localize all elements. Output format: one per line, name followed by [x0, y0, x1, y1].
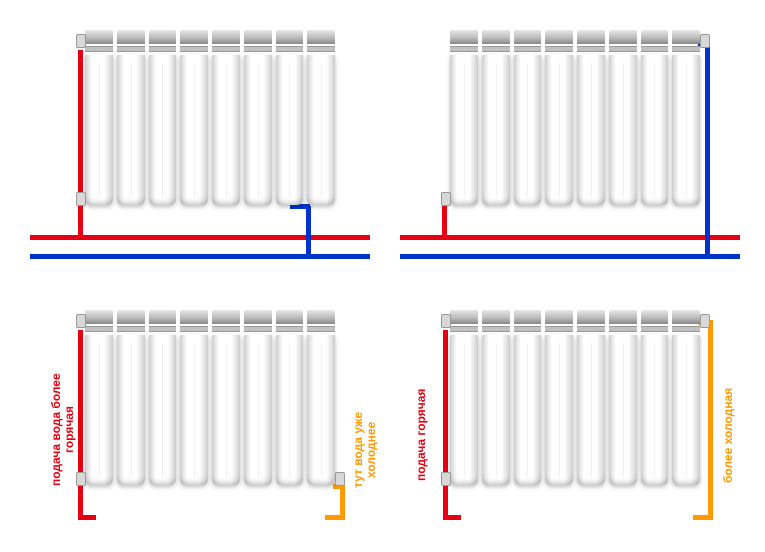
radiator-section: [641, 55, 669, 205]
pipe-warm: [693, 515, 713, 520]
valve: [441, 472, 451, 486]
label: подача вода болеегорячая: [50, 340, 76, 520]
pipe-hot: [400, 235, 740, 240]
pipe-warm: [340, 487, 345, 517]
pipe-hot: [442, 206, 447, 236]
pipe-hot: [443, 515, 461, 520]
pipe-cold: [400, 254, 740, 259]
radiator-section: [672, 55, 700, 205]
valve: [441, 192, 451, 206]
radiator-section: [672, 335, 700, 485]
radiator-section: [149, 335, 177, 485]
pipe-cold: [705, 45, 710, 255]
radiator-section: [244, 55, 272, 205]
radiator-section: [85, 335, 113, 485]
valve: [441, 314, 451, 328]
radiator-section: [641, 335, 669, 485]
radiator-section: [545, 335, 573, 485]
valve: [700, 34, 710, 48]
pipe-hot: [443, 330, 448, 518]
pipe-hot: [30, 235, 370, 240]
radiator-section: [212, 335, 240, 485]
radiator: [85, 30, 335, 205]
radiator: [450, 30, 700, 205]
panel-tr: [400, 20, 740, 265]
radiator-section: [276, 55, 304, 205]
valve: [76, 314, 86, 328]
radiator-section: [307, 335, 335, 485]
valve: [76, 192, 86, 206]
pipe-hot: [78, 330, 83, 518]
label: подача горячая: [415, 355, 428, 515]
radiator-section: [85, 55, 113, 205]
radiator-section: [180, 335, 208, 485]
radiator-section: [450, 55, 478, 205]
radiator-section: [577, 335, 605, 485]
radiator: [85, 310, 335, 485]
pipe-cold: [30, 254, 370, 259]
valve: [76, 472, 86, 486]
radiator-section: [482, 335, 510, 485]
radiator-section: [212, 55, 240, 205]
radiator-section: [117, 55, 145, 205]
radiator-section: [244, 335, 272, 485]
radiator-section: [514, 55, 542, 205]
pipe-hot: [78, 50, 83, 235]
valve: [76, 34, 86, 48]
radiator-section: [149, 55, 177, 205]
pipe-warm: [325, 515, 345, 520]
radiator-section: [117, 335, 145, 485]
radiator-section: [577, 55, 605, 205]
radiator-section: [307, 55, 335, 205]
pipe-hot: [78, 515, 96, 520]
valve: [335, 472, 345, 486]
radiator-section: [609, 55, 637, 205]
radiator-section: [450, 335, 478, 485]
panel-bl: подача вода болеегорячаятут вода ужехоло…: [30, 300, 370, 540]
radiator-section: [545, 55, 573, 205]
radiator-section: [609, 335, 637, 485]
pipe-warm: [708, 320, 713, 518]
label: более холодная: [722, 355, 735, 515]
radiator-section: [180, 55, 208, 205]
radiator: [450, 310, 700, 485]
panel-tl: [30, 20, 370, 265]
radiator-section: [482, 55, 510, 205]
valve: [700, 314, 710, 328]
pipe-cold: [306, 206, 311, 256]
radiator-section: [276, 335, 304, 485]
label: тут вода ужехолоднее: [352, 380, 378, 520]
panel-br: подача горячая более холодная: [400, 300, 740, 540]
radiator-section: [514, 335, 542, 485]
